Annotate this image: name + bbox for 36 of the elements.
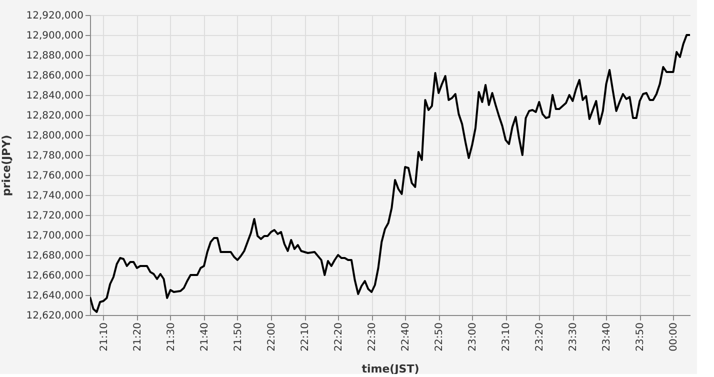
y-tick-label: 12,780,000 bbox=[26, 150, 84, 162]
y-tick-label: 12,860,000 bbox=[26, 70, 84, 82]
x-tick-label: 22:00 bbox=[266, 322, 278, 352]
x-tick-label: 22:40 bbox=[400, 322, 412, 352]
line-series bbox=[90, 34, 690, 313]
y-tick-label: 12,680,000 bbox=[26, 250, 84, 262]
x-tick-label: 21:10 bbox=[98, 322, 110, 352]
x-tick-label: 21:30 bbox=[166, 322, 177, 352]
x-tick-label: 23:00 bbox=[468, 322, 479, 352]
y-tick-label: 12,660,000 bbox=[26, 270, 84, 282]
x-tick-label: 23:10 bbox=[501, 322, 512, 352]
x-tick-label: 23:50 bbox=[635, 322, 646, 352]
y-tick-label: 12,720,000 bbox=[26, 210, 84, 222]
y-tick-label: 12,700,000 bbox=[26, 230, 84, 242]
y-tick-label: 12,820,000 bbox=[26, 110, 84, 122]
x-tick-label: 23:20 bbox=[534, 322, 546, 352]
y-tick-label: 12,920,000 bbox=[26, 10, 84, 22]
x-tick-label: 22:10 bbox=[300, 322, 312, 352]
x-tick-label: 23:30 bbox=[568, 322, 580, 352]
y-axis-title: price(JPY) bbox=[0, 134, 14, 196]
y-tick-label: 12,640,000 bbox=[26, 290, 84, 302]
x-tick-label: 00:00 bbox=[668, 322, 680, 352]
y-tick-label: 12,800,000 bbox=[26, 130, 84, 142]
x-tick-label: 21:20 bbox=[132, 322, 144, 352]
x-tick-label: 21:40 bbox=[199, 322, 210, 352]
x-tick-label: 23:40 bbox=[602, 322, 613, 352]
y-tick-label: 12,900,000 bbox=[26, 30, 84, 42]
y-tick-label: 12,620,000 bbox=[26, 310, 84, 322]
x-tick-label: 22:20 bbox=[334, 322, 345, 352]
y-tick-label: 12,840,000 bbox=[26, 90, 84, 102]
y-tick-label: 12,760,000 bbox=[26, 170, 84, 182]
y-tick-label: 12,880,000 bbox=[26, 50, 84, 62]
x-tick-label: 22:30 bbox=[367, 322, 378, 352]
y-tick-label: 12,740,000 bbox=[26, 190, 84, 202]
x-tick-label: 21:50 bbox=[232, 322, 244, 352]
x-tick-label: 22:50 bbox=[434, 322, 446, 352]
